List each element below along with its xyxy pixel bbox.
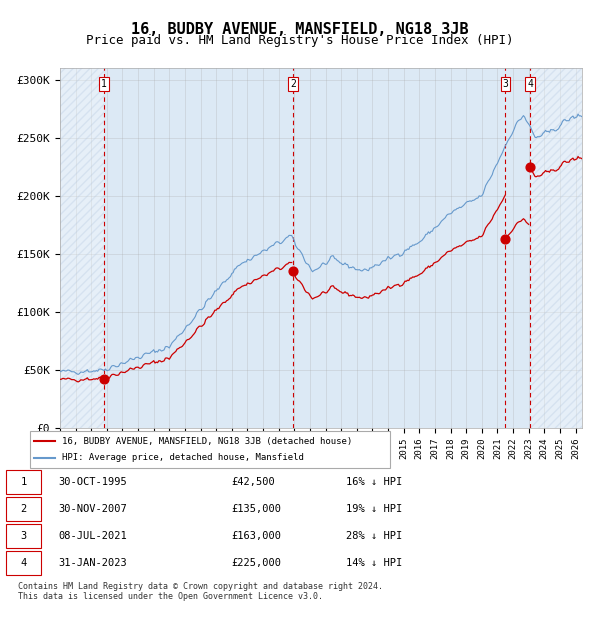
- Point: [500, 234, 510, 244]
- FancyBboxPatch shape: [30, 431, 390, 468]
- Point: [288, 266, 298, 276]
- Point: [100, 373, 109, 383]
- Text: HPI: Average price, detached house, Mansfield: HPI: Average price, detached house, Mans…: [62, 453, 304, 462]
- Text: 30-OCT-1995: 30-OCT-1995: [58, 477, 127, 487]
- FancyBboxPatch shape: [6, 470, 41, 494]
- Text: 4: 4: [20, 558, 26, 568]
- FancyBboxPatch shape: [6, 524, 41, 548]
- Text: 3: 3: [503, 79, 508, 89]
- Text: £163,000: £163,000: [231, 531, 281, 541]
- Text: 16% ↓ HPI: 16% ↓ HPI: [346, 477, 403, 487]
- Text: 30-NOV-2007: 30-NOV-2007: [58, 504, 127, 514]
- Text: 08-JUL-2021: 08-JUL-2021: [58, 531, 127, 541]
- Text: Price paid vs. HM Land Registry's House Price Index (HPI): Price paid vs. HM Land Registry's House …: [86, 34, 514, 47]
- Text: £42,500: £42,500: [231, 477, 275, 487]
- Text: Contains HM Land Registry data © Crown copyright and database right 2024.
This d: Contains HM Land Registry data © Crown c…: [18, 582, 383, 601]
- Text: 2: 2: [20, 504, 26, 514]
- Text: 14% ↓ HPI: 14% ↓ HPI: [346, 558, 403, 568]
- Text: 31-JAN-2023: 31-JAN-2023: [58, 558, 127, 568]
- Bar: [60, 68, 104, 428]
- Text: 16, BUDBY AVENUE, MANSFIELD, NG18 3JB: 16, BUDBY AVENUE, MANSFIELD, NG18 3JB: [131, 22, 469, 37]
- Text: 1: 1: [101, 79, 107, 89]
- Text: 4: 4: [527, 79, 533, 89]
- Text: 28% ↓ HPI: 28% ↓ HPI: [346, 531, 403, 541]
- Text: 3: 3: [20, 531, 26, 541]
- Text: 16, BUDBY AVENUE, MANSFIELD, NG18 3JB (detached house): 16, BUDBY AVENUE, MANSFIELD, NG18 3JB (d…: [62, 437, 353, 446]
- Text: 2: 2: [290, 79, 296, 89]
- FancyBboxPatch shape: [6, 497, 41, 521]
- Text: £225,000: £225,000: [231, 558, 281, 568]
- Point: [525, 162, 535, 172]
- Bar: [530, 68, 582, 428]
- Text: £135,000: £135,000: [231, 504, 281, 514]
- Text: 1: 1: [20, 477, 26, 487]
- Text: 19% ↓ HPI: 19% ↓ HPI: [346, 504, 403, 514]
- FancyBboxPatch shape: [6, 551, 41, 575]
